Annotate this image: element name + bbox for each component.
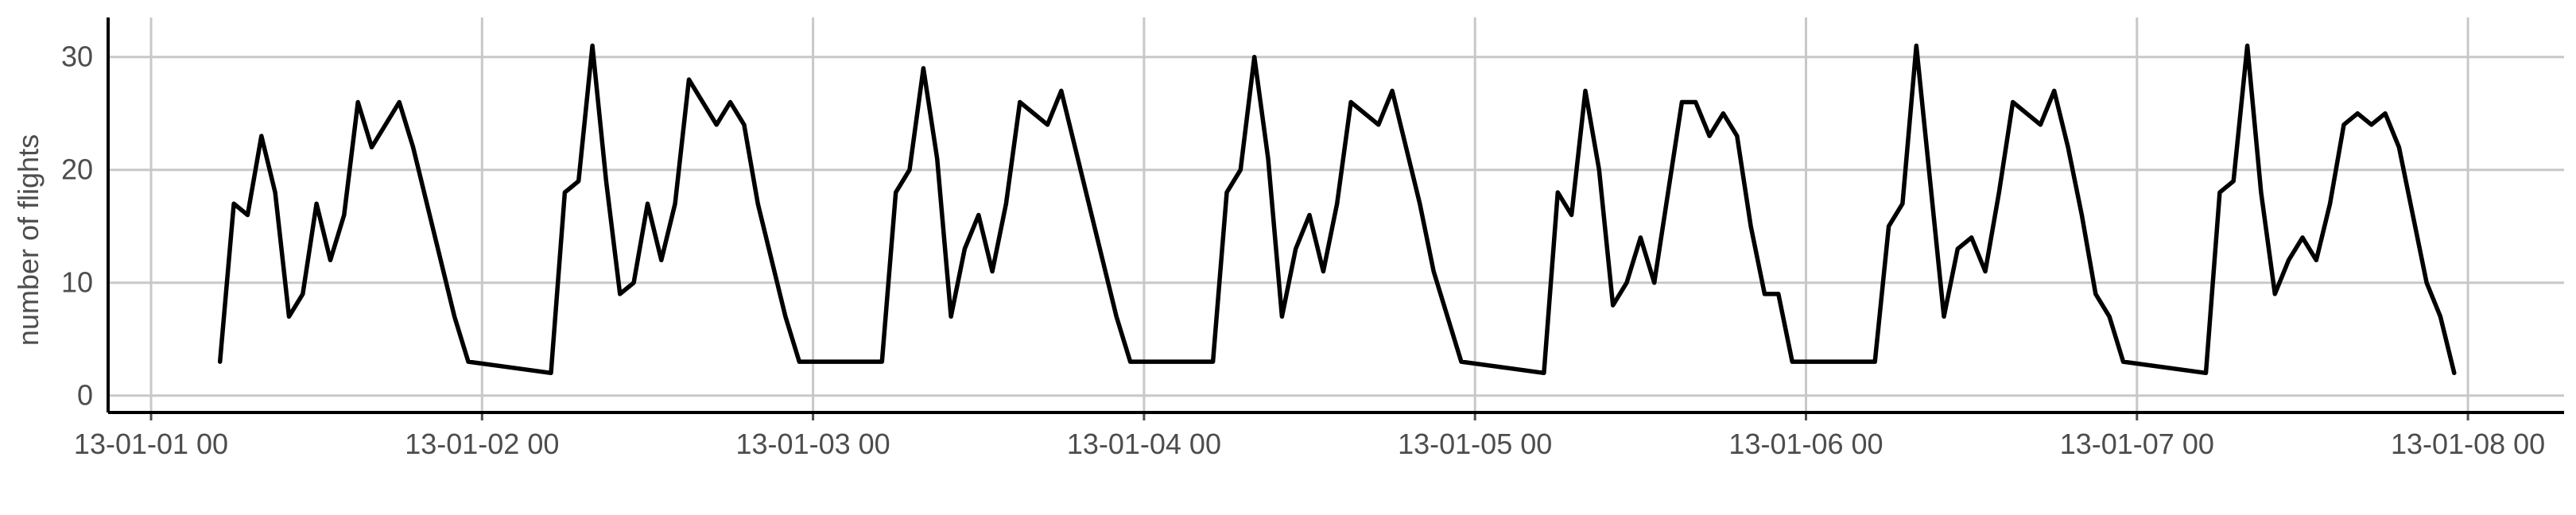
y-tick-label: 0 [77, 379, 93, 412]
y-tick-label: 10 [61, 266, 93, 299]
x-tick-label: 13-01-03 00 [736, 428, 890, 460]
series-line [217, 43, 2457, 376]
x-tick-label: 13-01-01 00 [74, 428, 228, 460]
series-layer [217, 43, 2457, 376]
x-tick-label: 13-01-05 00 [1398, 428, 1552, 460]
x-tick-label: 13-01-07 00 [2060, 428, 2214, 460]
tick-labels: 0 10 20 30 13-01-01 00 13-01-02 00 13-01-03 00… [61, 41, 2545, 460]
x-tick-label: 13-01-04 00 [1067, 428, 1221, 460]
y-tick-label: 30 [61, 41, 93, 73]
y-tick-label: 20 [61, 153, 93, 186]
axes [107, 17, 2564, 420]
x-tick-label: 13-01-06 00 [1728, 428, 1883, 460]
grid-lines [108, 17, 2564, 412]
x-tick-label: 13-01-08 00 [2391, 428, 2545, 460]
y-axis-title: number of flights [12, 134, 45, 346]
x-tick-label: 13-01-02 00 [405, 428, 559, 460]
